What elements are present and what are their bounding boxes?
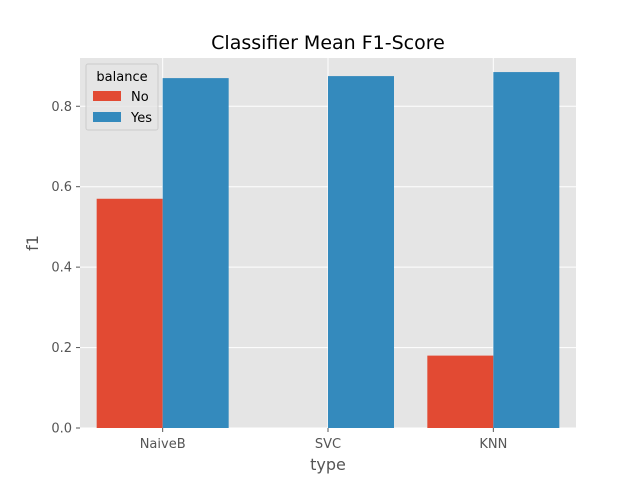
legend-swatch-yes — [93, 112, 121, 122]
x-tick-label: SVC — [315, 437, 341, 452]
y-tick-label: 0.8 — [51, 100, 72, 115]
bar-naiveb-yes — [162, 78, 229, 428]
y-axis-label: f1 — [23, 235, 42, 251]
y-tick-label: 0.4 — [51, 261, 72, 276]
x-axis-label: type — [310, 455, 346, 474]
y-tick-label: 0.0 — [51, 422, 72, 437]
bar-knn-no — [427, 355, 494, 428]
legend-label-no: No — [131, 90, 149, 105]
legend-swatch-no — [93, 91, 121, 101]
legend: balance No Yes — [85, 63, 159, 131]
bar-svc-yes — [328, 76, 394, 428]
bars — [96, 72, 560, 429]
chart-title: Classifier Mean F1-Score — [211, 32, 445, 54]
y-ticks: 0.0 0.2 0.4 0.6 0.8 — [51, 100, 80, 437]
legend-label-yes: Yes — [130, 111, 152, 126]
y-tick-label: 0.6 — [51, 180, 72, 195]
y-tick-label: 0.2 — [51, 341, 72, 356]
bar-naiveb-no — [96, 198, 163, 428]
legend-title: balance — [96, 70, 147, 85]
x-tick-label: KNN — [479, 437, 507, 452]
x-ticks: NaiveB SVC KNN — [140, 428, 507, 452]
x-tick-label: NaiveB — [140, 437, 186, 452]
bar-knn-yes — [493, 72, 560, 429]
